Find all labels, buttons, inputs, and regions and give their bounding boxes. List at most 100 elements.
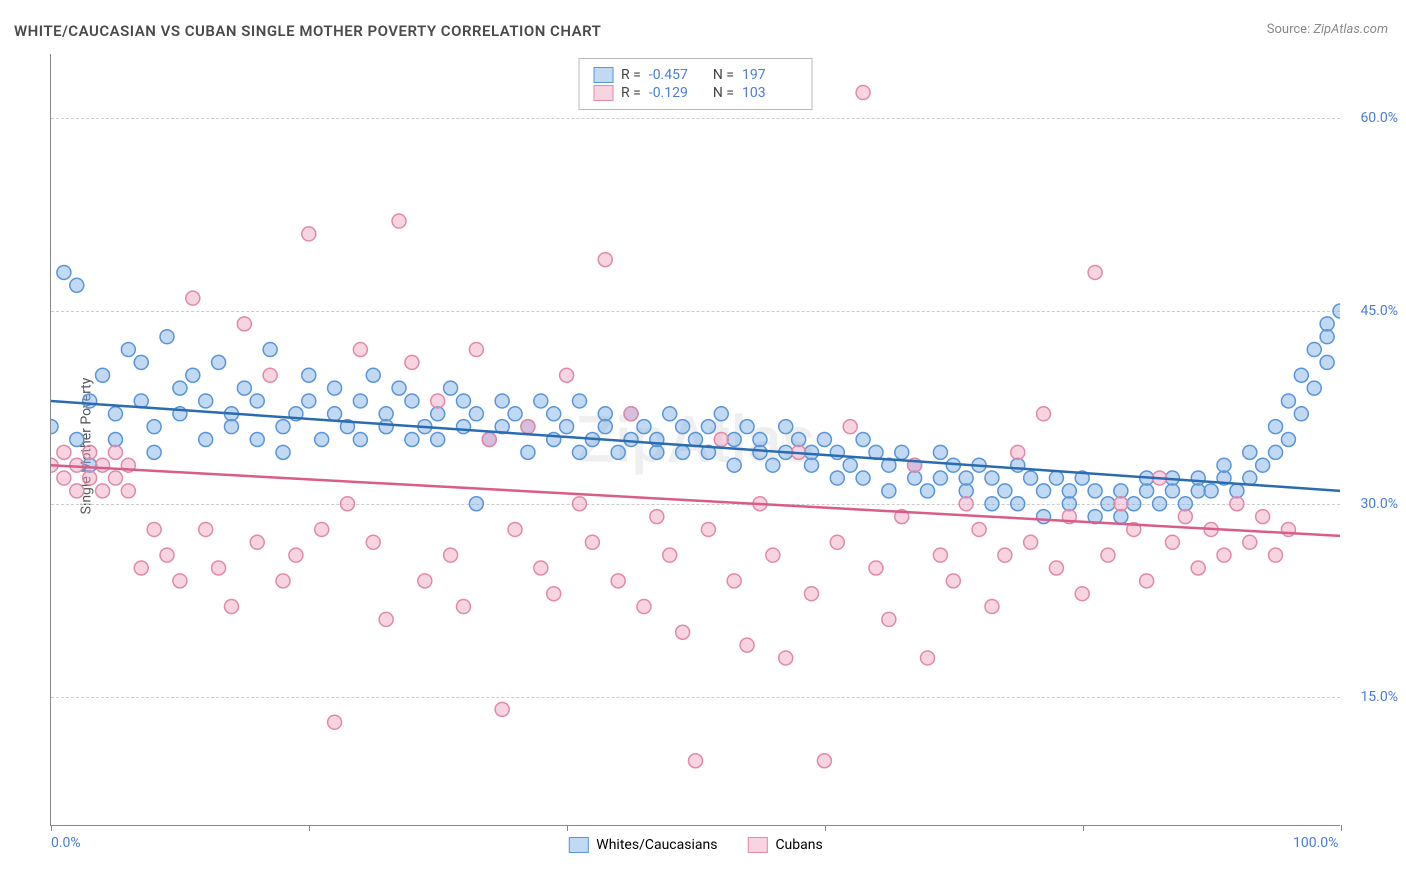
scatter-point	[959, 471, 973, 485]
scatter-point	[1114, 484, 1128, 498]
scatter-point	[998, 548, 1012, 562]
scatter-point	[121, 484, 135, 498]
scatter-point	[508, 522, 522, 536]
scatter-point	[1178, 510, 1192, 524]
scatter-point	[676, 625, 690, 639]
scatter-point	[598, 253, 612, 267]
scatter-point	[1269, 445, 1283, 459]
scatter-point	[57, 471, 71, 485]
scatter-point	[224, 420, 238, 434]
scatter-point	[1011, 445, 1025, 459]
scatter-point	[792, 433, 806, 447]
scatter-point	[753, 445, 767, 459]
scatter-point	[1269, 548, 1283, 562]
scatter-point	[121, 343, 135, 357]
legend-swatch	[747, 837, 767, 853]
scatter-point	[108, 471, 122, 485]
scatter-point	[147, 445, 161, 459]
scatter-point	[1101, 497, 1115, 511]
r-label: R =	[621, 67, 641, 83]
n-value: 197	[742, 67, 798, 83]
scatter-point	[946, 574, 960, 588]
scatter-point	[817, 433, 831, 447]
scatter-point	[418, 574, 432, 588]
scatter-point	[51, 420, 58, 434]
plot-area: ZipAtlas R =-0.457N =197R =-0.129N =103 …	[50, 54, 1340, 826]
n-label: N =	[713, 85, 734, 101]
scatter-point	[998, 484, 1012, 498]
scatter-point	[83, 471, 97, 485]
scatter-point	[972, 522, 986, 536]
scatter-point	[1243, 471, 1257, 485]
scatter-point	[959, 484, 973, 498]
source-label: Source:	[1267, 22, 1310, 37]
scatter-point	[405, 355, 419, 369]
scatter-point	[1191, 484, 1205, 498]
scatter-point	[353, 433, 367, 447]
x-tick	[567, 825, 568, 831]
scatter-point	[431, 394, 445, 408]
scatter-point	[650, 510, 664, 524]
scatter-point	[302, 368, 316, 382]
scatter-point	[1049, 561, 1063, 575]
scatter-point	[379, 612, 393, 626]
scatter-point	[547, 587, 561, 601]
scatter-point	[160, 548, 174, 562]
scatter-point	[444, 548, 458, 562]
scatter-point	[276, 574, 290, 588]
scatter-point	[1165, 535, 1179, 549]
scatter-point	[572, 394, 586, 408]
scatter-point	[676, 445, 690, 459]
scatter-point	[315, 522, 329, 536]
scatter-point	[895, 445, 909, 459]
scatter-point	[521, 420, 535, 434]
scatter-point	[328, 381, 342, 395]
scatter-point	[1153, 497, 1167, 511]
scatter-point	[1037, 510, 1051, 524]
scatter-point	[701, 522, 715, 536]
legend-bottom-label: Whites/Caucasians	[596, 837, 717, 853]
scatter-point	[1230, 497, 1244, 511]
scatter-point	[340, 497, 354, 511]
scatter-point	[1307, 381, 1321, 395]
y-tick-label: 15.0%	[1360, 689, 1398, 705]
scatter-point	[1062, 484, 1076, 498]
scatter-point	[1333, 304, 1340, 318]
scatter-point	[1114, 497, 1128, 511]
x-tick-label: 100.0%	[1293, 835, 1338, 851]
x-tick-label: 0.0%	[51, 835, 81, 851]
scatter-point	[431, 433, 445, 447]
scatter-point	[547, 407, 561, 421]
scatter-point	[353, 343, 367, 357]
scatter-point	[456, 420, 470, 434]
scatter-point	[366, 368, 380, 382]
scatter-point	[676, 420, 690, 434]
scatter-point	[1307, 343, 1321, 357]
x-tick	[309, 825, 310, 831]
scatter-point	[134, 355, 148, 369]
scatter-point	[1320, 330, 1334, 344]
scatter-point	[1178, 497, 1192, 511]
chart-title: WHITE/CAUCASIAN VS CUBAN SINGLE MOTHER P…	[14, 22, 601, 40]
scatter-point	[817, 754, 831, 768]
scatter-point	[1320, 317, 1334, 331]
scatter-point	[534, 394, 548, 408]
legend-bottom-item: Cubans	[747, 837, 822, 853]
legend-top-row: R =-0.129N =103	[593, 85, 798, 101]
scatter-point	[805, 458, 819, 472]
scatter-point	[1243, 535, 1257, 549]
scatter-point	[83, 394, 97, 408]
scatter-point	[57, 265, 71, 279]
scatter-point	[933, 548, 947, 562]
scatter-svg	[51, 54, 1340, 825]
scatter-point	[933, 471, 947, 485]
x-tick	[1341, 825, 1342, 831]
scatter-point	[57, 445, 71, 459]
scatter-point	[766, 458, 780, 472]
scatter-point	[1011, 458, 1025, 472]
legend-top: R =-0.457N =197R =-0.129N =103	[578, 58, 813, 110]
scatter-point	[560, 368, 574, 382]
scatter-point	[882, 612, 896, 626]
scatter-point	[689, 754, 703, 768]
scatter-point	[250, 535, 264, 549]
